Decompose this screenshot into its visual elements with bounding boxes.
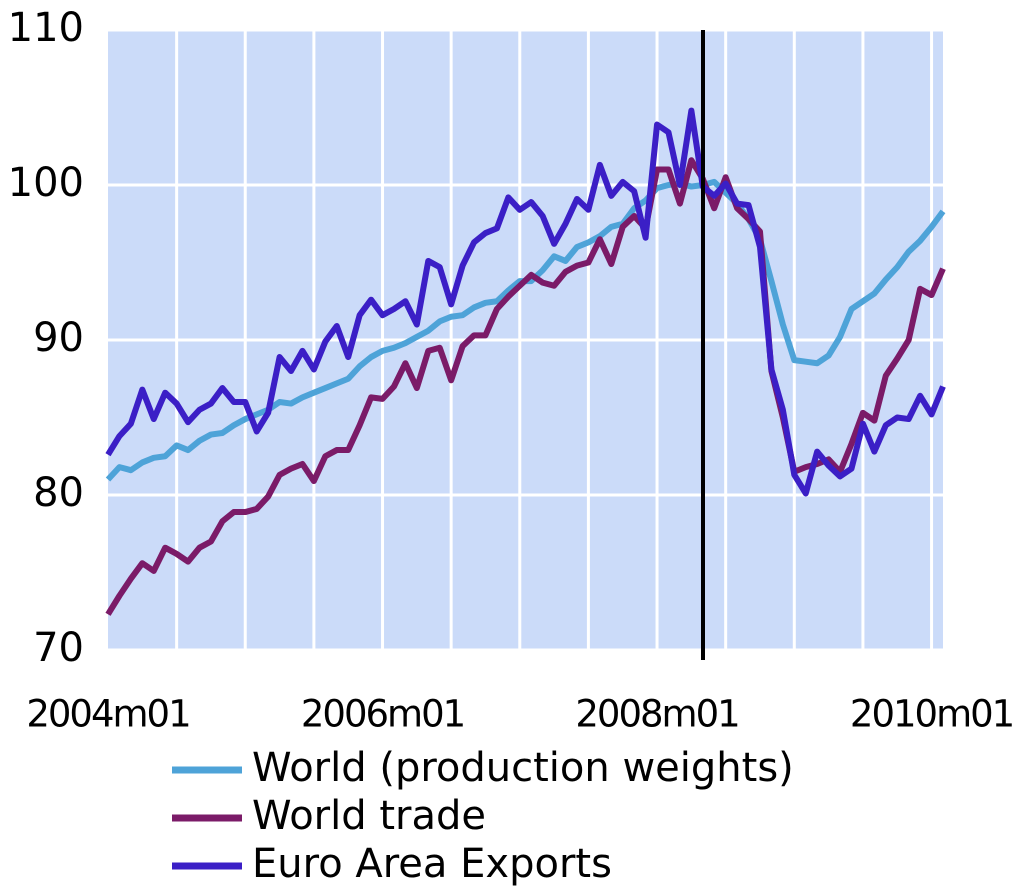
y-tick-label: 70 bbox=[33, 625, 84, 671]
series-line bbox=[105, 107, 946, 497]
y-tick-label: 110 bbox=[8, 5, 84, 51]
legend-label: Euro Area Exports bbox=[252, 841, 612, 887]
x-tick-label: 2010m01 bbox=[850, 693, 1013, 736]
y-tick-label: 100 bbox=[8, 160, 84, 206]
y-tick-label: 80 bbox=[33, 470, 84, 516]
legend-label: World trade bbox=[252, 793, 486, 839]
series-line bbox=[105, 157, 946, 616]
x-tick-label: 2004m01 bbox=[26, 693, 189, 736]
grid bbox=[108, 28, 943, 652]
lines bbox=[105, 107, 946, 616]
labels: 70 80 90 100 110 2004m01 2006m01 2008m01 2010m01… bbox=[8, 5, 1016, 887]
x-tick-label: 2006m01 bbox=[301, 693, 464, 736]
legend-label: World (production weights) bbox=[252, 745, 794, 791]
y-tick-label: 90 bbox=[33, 315, 84, 361]
x-tick-label: 2008m01 bbox=[575, 693, 738, 736]
